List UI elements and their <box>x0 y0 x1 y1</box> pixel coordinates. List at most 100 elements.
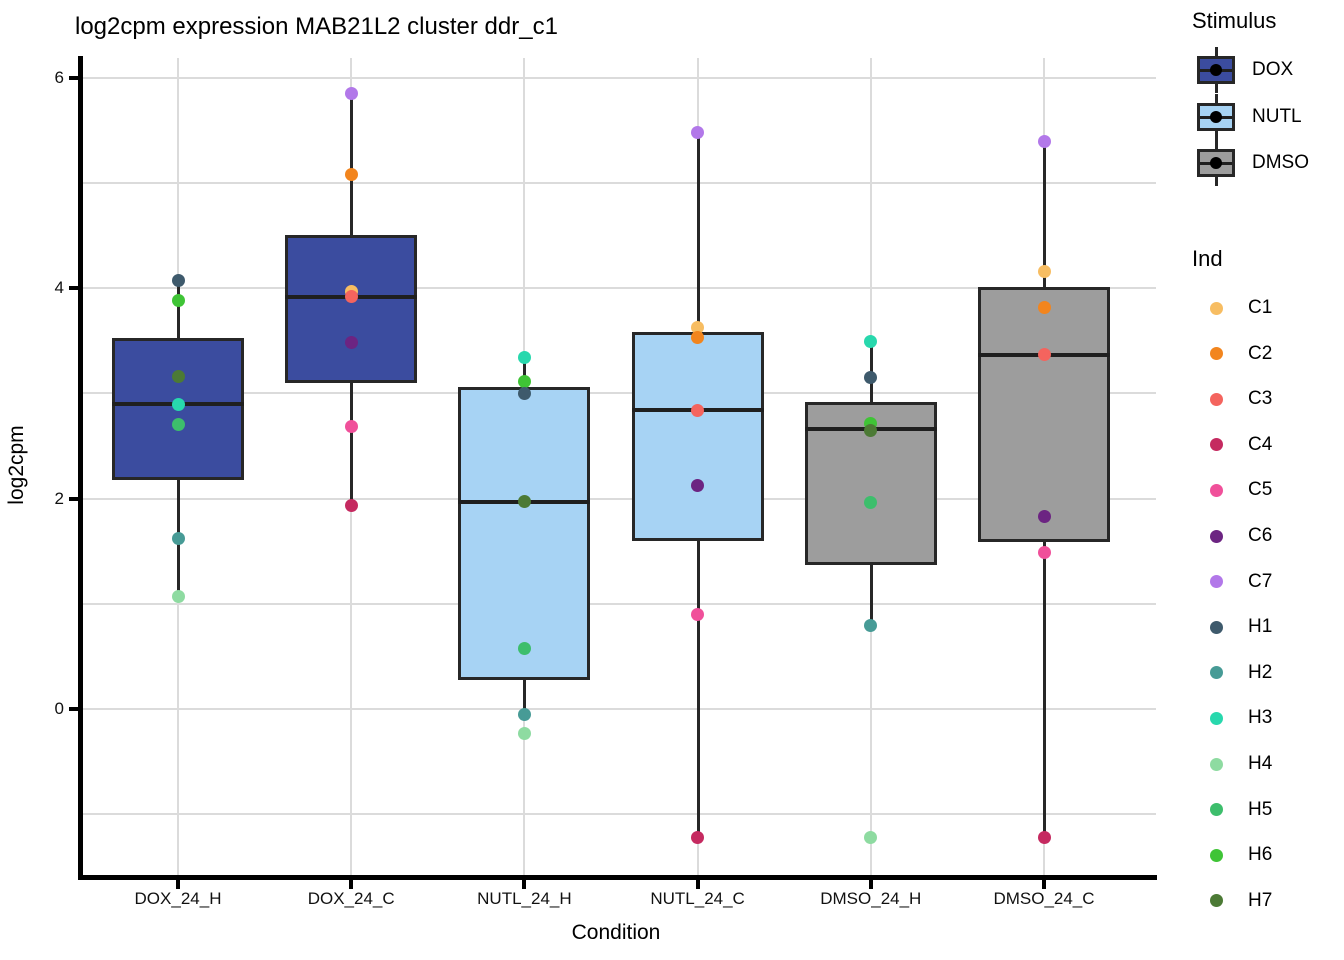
data-point <box>344 419 358 433</box>
data-point <box>517 707 531 721</box>
ind-legend-title: Ind <box>1192 246 1223 271</box>
boxplot-box <box>631 332 764 541</box>
h-gridline <box>82 182 1156 185</box>
boxplot-box <box>978 287 1110 542</box>
y-tick <box>69 75 78 80</box>
legend-point <box>1209 848 1223 862</box>
legend-point <box>1209 438 1223 452</box>
x-tick-label: NUTL_24_H <box>477 889 572 908</box>
data-point <box>171 589 185 603</box>
h-gridline <box>82 392 1156 395</box>
legend-point <box>1209 575 1223 589</box>
legend-item-label: C6 <box>1248 525 1273 546</box>
legend-point <box>1209 620 1223 634</box>
data-point <box>691 479 705 493</box>
data-point <box>171 532 185 546</box>
x-tick <box>522 880 527 889</box>
data-point <box>864 619 878 633</box>
data-point <box>171 418 185 432</box>
data-point <box>691 320 705 334</box>
data-point <box>864 830 878 844</box>
y-tick-label: 4 <box>54 278 64 298</box>
x-tick <box>349 880 354 889</box>
legend-point <box>1209 347 1223 361</box>
data-point <box>171 274 185 288</box>
x-tick-label: DMSO_24_C <box>993 889 1095 908</box>
legend-point <box>1209 711 1223 725</box>
x-tick <box>695 880 700 889</box>
legend-item-label: NUTL <box>1252 105 1302 127</box>
legend-item-label: C3 <box>1248 388 1273 410</box>
data-point <box>864 371 878 385</box>
legend-item-label: C2 <box>1248 342 1273 364</box>
data-point <box>1037 264 1051 278</box>
y-tick <box>69 706 78 711</box>
y-axis-title: log2cpm <box>5 425 28 505</box>
x-axis-title: Condition <box>571 921 661 944</box>
legend-point <box>1209 483 1223 497</box>
h-gridline <box>82 287 1156 290</box>
data-point <box>171 370 185 384</box>
legend-point <box>1209 301 1223 315</box>
legend-point <box>1209 757 1223 771</box>
data-point <box>864 496 878 510</box>
legend-item-label: C5 <box>1248 479 1273 501</box>
data-point <box>1037 545 1051 559</box>
legend-key-dot <box>1210 157 1222 169</box>
h-gridline <box>82 76 1156 79</box>
data-point <box>1037 509 1051 523</box>
data-point <box>691 403 705 417</box>
boxplot-box <box>285 234 418 383</box>
data-point <box>344 499 358 513</box>
data-point <box>1037 300 1051 314</box>
legend-item-label: H6 <box>1248 844 1273 866</box>
x-tick-label: DOX_24_C <box>307 889 395 908</box>
y-tick-label: 6 <box>54 67 64 87</box>
data-point <box>1037 830 1051 844</box>
data-point <box>344 290 358 304</box>
y-tick <box>69 286 78 291</box>
x-tick <box>1042 880 1046 889</box>
data-point <box>517 386 531 400</box>
data-point <box>864 423 878 437</box>
h-gridline <box>82 813 1156 815</box>
y-tick <box>69 496 78 501</box>
legend-item-label: H3 <box>1248 707 1273 729</box>
data-point <box>171 294 185 308</box>
x-tick-label: DOX_24_H <box>134 889 222 908</box>
x-tick-label: NUTL_24_C <box>650 889 745 908</box>
x-tick-label: DMSO_24_H <box>820 889 922 908</box>
data-point <box>691 607 705 621</box>
boxplot-box <box>458 387 591 681</box>
data-point <box>344 336 358 350</box>
stimulus-legend-title: Stimulus <box>1192 8 1277 33</box>
legend-item-label: H2 <box>1248 661 1273 683</box>
x-axis-line <box>78 875 1157 880</box>
data-point <box>517 495 531 509</box>
data-point <box>691 830 705 844</box>
data-point <box>691 331 705 345</box>
legend-item-label: H7 <box>1248 889 1273 911</box>
legend-point <box>1209 392 1223 406</box>
data-point <box>517 351 531 365</box>
h-gridline <box>82 602 1156 605</box>
legend-item-label: H5 <box>1248 798 1273 820</box>
legend-point <box>1209 803 1223 817</box>
chart-title: log2cpm expression MAB21L2 cluster ddr_c… <box>75 13 558 40</box>
data-point <box>344 168 358 182</box>
data-point <box>171 398 185 412</box>
legend-item-label: C7 <box>1248 570 1273 592</box>
legend-item-label: DOX <box>1252 59 1294 80</box>
x-tick <box>176 880 180 889</box>
legend-point <box>1209 894 1223 908</box>
y-tick-label: 0 <box>54 698 64 718</box>
legend-key-dot <box>1210 64 1222 76</box>
data-point <box>864 335 878 349</box>
h-gridline <box>82 497 1156 500</box>
y-tick-label: 2 <box>54 488 64 508</box>
legend-item-label: H1 <box>1248 616 1273 638</box>
data-point <box>517 642 531 656</box>
h-gridline <box>82 707 1156 710</box>
legend-item-label: DMSO <box>1252 152 1309 173</box>
